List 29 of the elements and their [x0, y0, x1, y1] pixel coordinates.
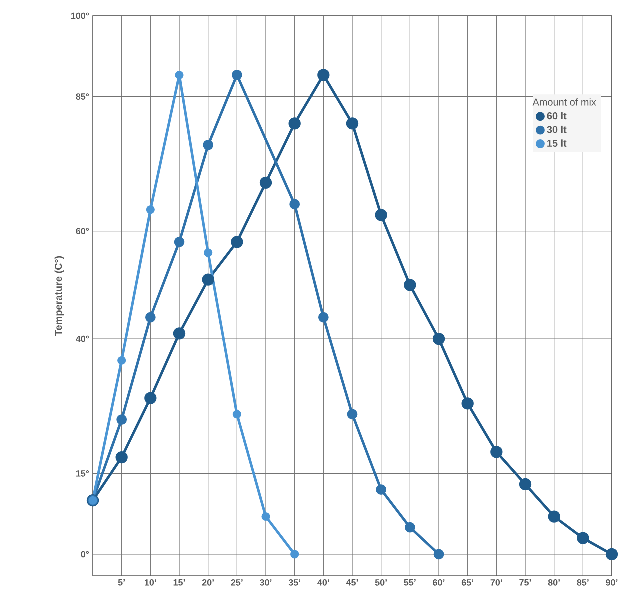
x-tick-label: 50’: [375, 580, 387, 586]
legend-label: 60 lt: [547, 112, 567, 120]
x-tick-label: 75’: [520, 580, 532, 586]
x-tick-label: 70’: [490, 580, 502, 586]
legend-label: 15 lt: [548, 140, 567, 147]
y-tick-label: 60°: [76, 228, 90, 235]
x-tick-label: 65’: [462, 580, 474, 586]
y-tick-label: 40°: [76, 336, 90, 342]
x-tick-label: 20’: [202, 580, 214, 586]
x-tick-label: 85’: [577, 580, 589, 586]
x-tick-label: 60’: [433, 580, 445, 586]
legend-title: Amount of mix: [532, 98, 596, 106]
y-tick-label: 85°: [76, 94, 90, 100]
y-tick-label: 100°: [71, 12, 90, 20]
legend-label: 30 lt: [547, 126, 567, 134]
x-tick-label: 35’: [288, 580, 300, 586]
y-tick-label: 0°: [81, 551, 90, 558]
x-tick-label: 15’: [174, 580, 186, 586]
x-tick-label: 10’: [145, 580, 156, 586]
x-tick-label: 5’: [118, 580, 125, 586]
x-tick-label: 40’: [318, 580, 330, 586]
x-tick-label: 90’: [606, 580, 618, 586]
x-tick-label: 30’: [260, 580, 272, 586]
y-tick-label: 15°: [76, 470, 90, 477]
x-tick-label: 55’: [404, 580, 416, 586]
y-axis-title: Temperature (C°): [54, 256, 64, 336]
x-tick-label: 80’: [548, 580, 560, 586]
x-tick-label: 25’: [231, 580, 243, 586]
x-tick-label: 45’: [346, 580, 358, 586]
